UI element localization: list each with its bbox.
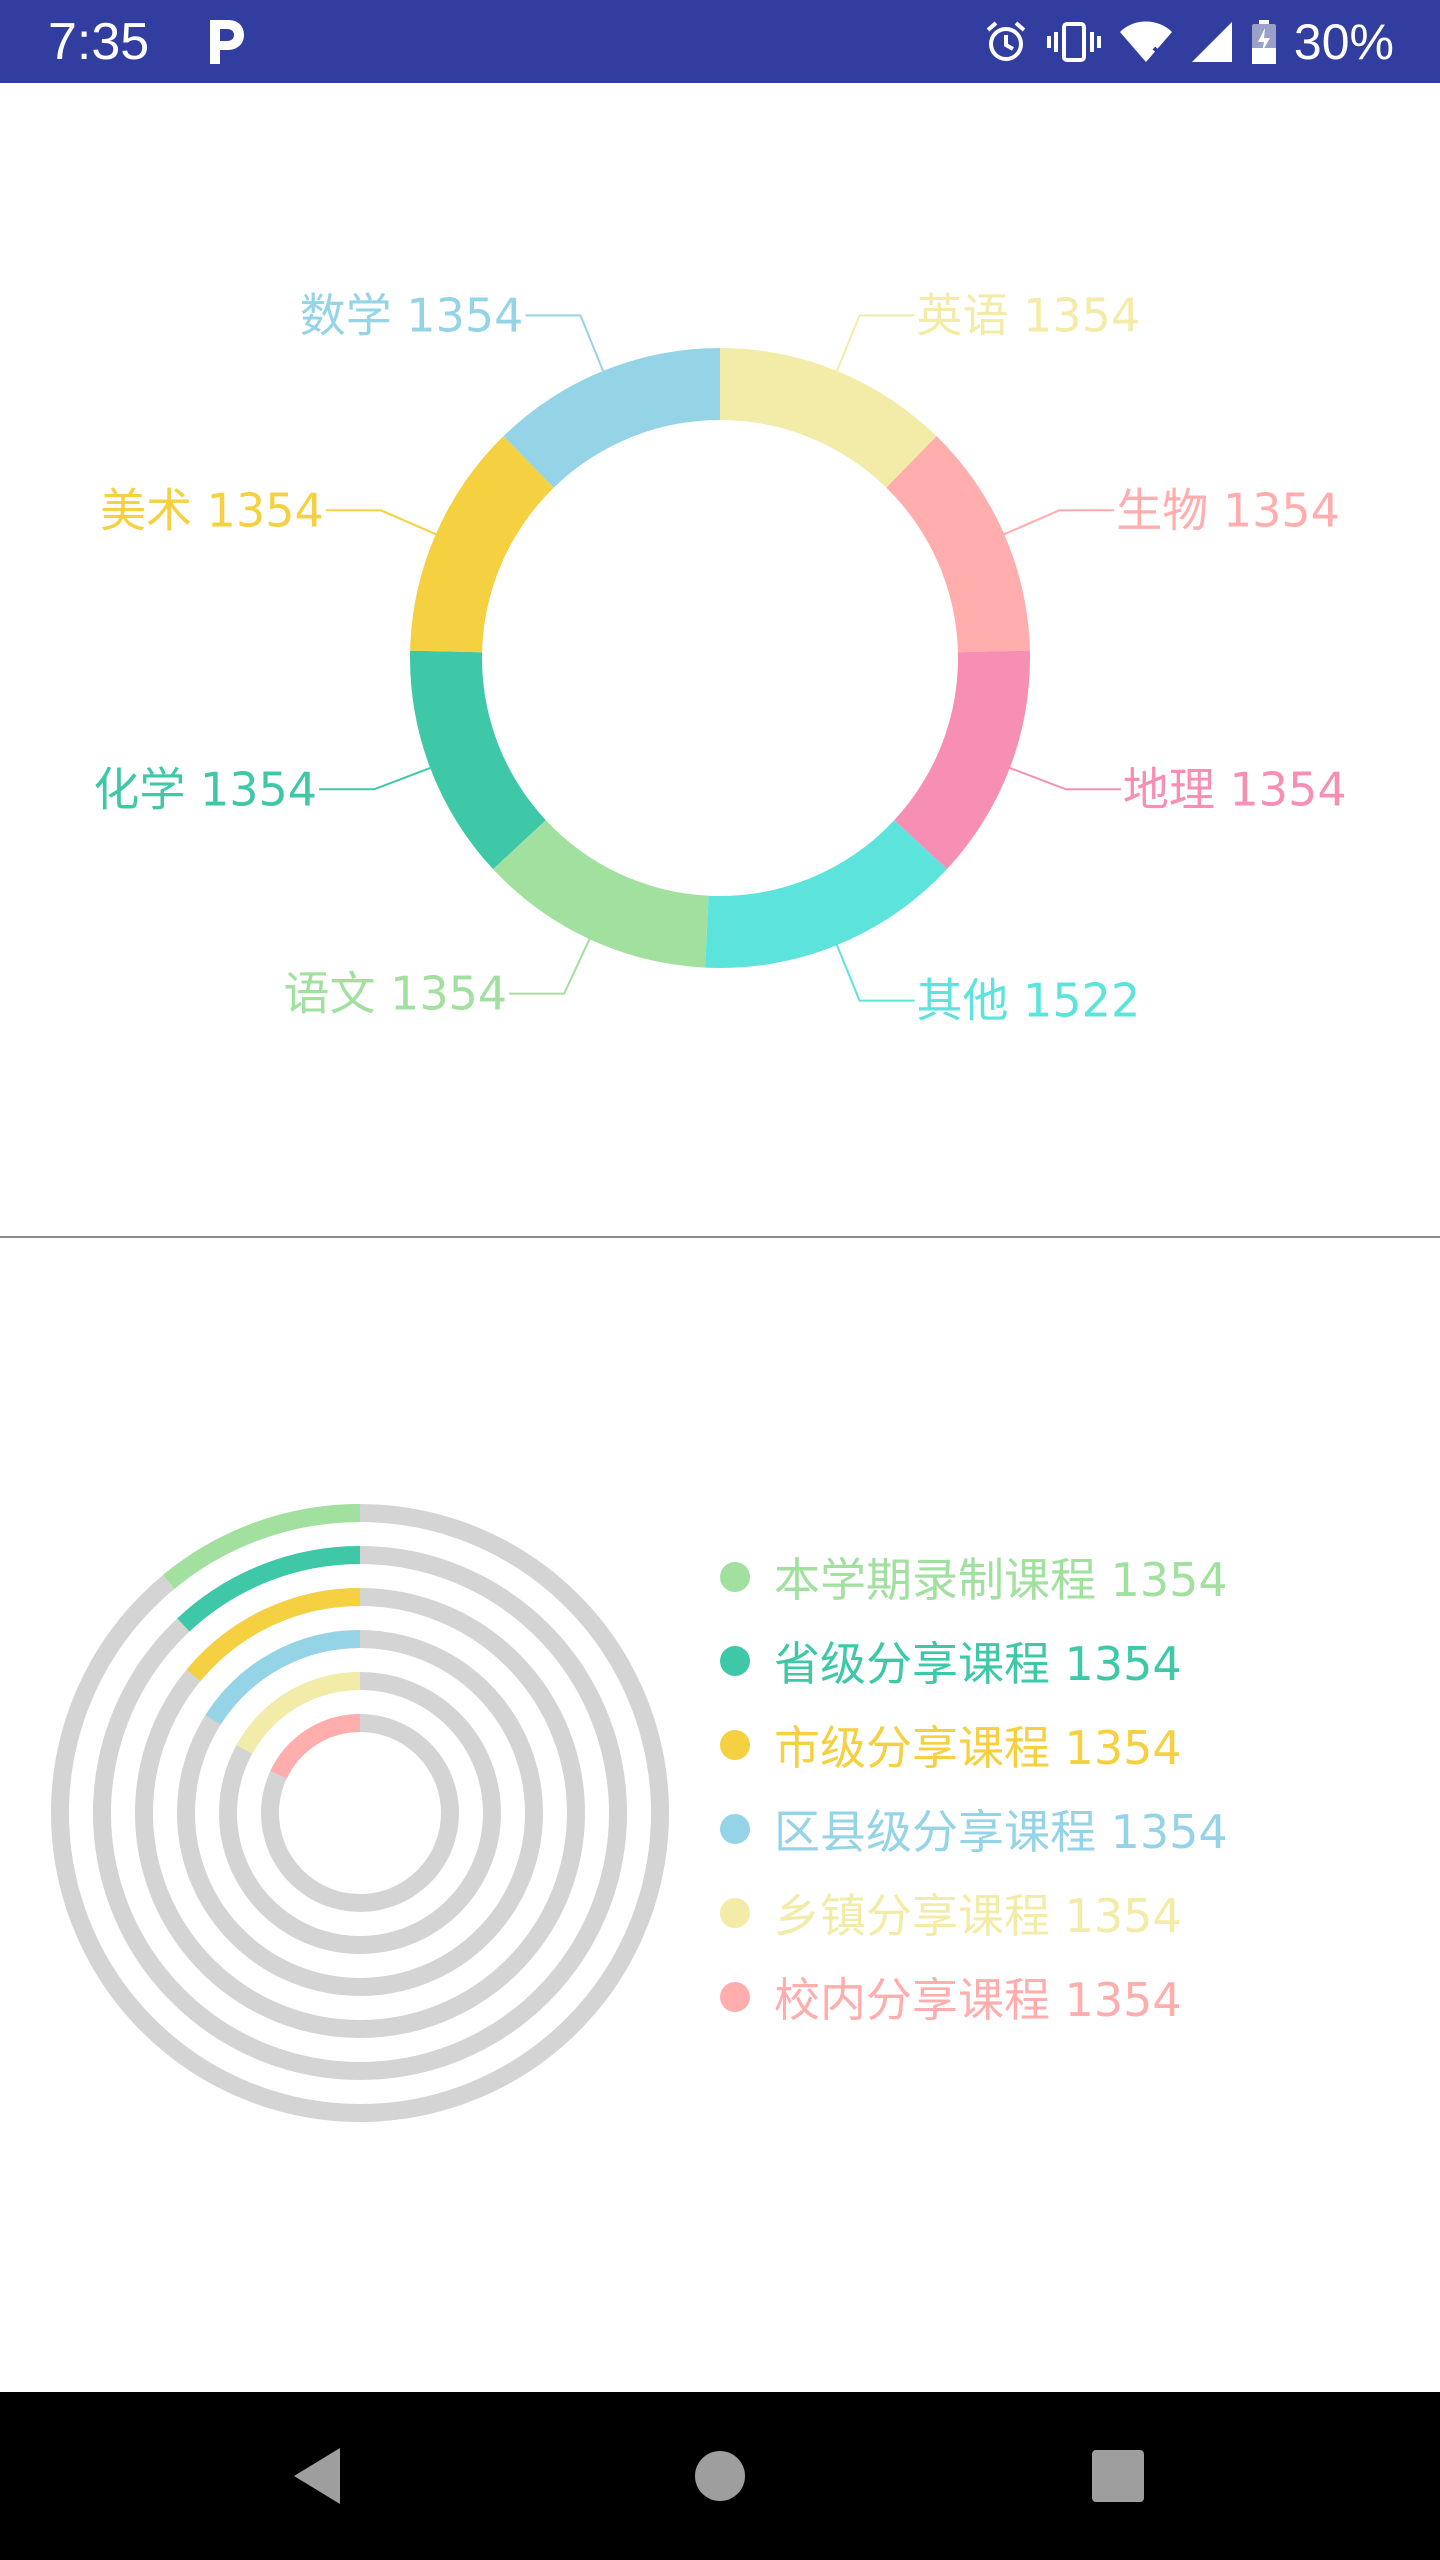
ring-progress-4[interactable] [236, 1672, 361, 1754]
donut-leader-line-4 [509, 935, 593, 995]
home-icon[interactable] [692, 2448, 748, 2504]
legend-item-1: 省级分享课程 1354 [720, 1619, 1228, 1703]
donut-leader-line-5 [319, 765, 435, 791]
legend-dot [720, 1730, 750, 1760]
status-bar: 7:35 30% [0, 0, 1440, 83]
donut-leader-line-3 [834, 941, 915, 1002]
ring-progress-3[interactable] [205, 1630, 361, 1725]
donut-slice-5[interactable] [409, 650, 546, 870]
ring-progress-2[interactable] [186, 1588, 361, 1682]
wifi-icon [1119, 21, 1172, 62]
donut-label-7: 数学 1354 [300, 288, 524, 342]
alarm-icon [986, 21, 1026, 61]
donut-leader-line-7 [525, 314, 606, 375]
navigation-bar [0, 2392, 1440, 2560]
legend-label: 省级分享课程 1354 [774, 1637, 1182, 1691]
donut-label-5: 化学 1354 [93, 762, 317, 816]
legend-item-4: 乡镇分享课程 1354 [720, 1871, 1228, 1955]
ring-chart-legend: 本学期录制课程 1354 省级分享课程 1354 市级分享课程 1354 区县级分享课… [720, 1535, 1228, 2039]
donut-label-4: 语文 1354 [283, 967, 507, 1021]
legend-item-2: 市级分享课程 1354 [720, 1703, 1228, 1787]
status-time: 7:35 [48, 13, 150, 71]
chart-content: 英语 1354 生物 1354 地理 1354 其他 1522 语文 1354 化学 13… [0, 83, 1440, 2392]
donut-label-2: 地理 1354 [1123, 762, 1347, 816]
legend-dot [720, 1646, 750, 1676]
donut-label-1: 生物 1354 [1116, 483, 1340, 537]
legend-dot [720, 1562, 750, 1592]
legend-label: 区县级分享课程 1354 [774, 1805, 1228, 1859]
recents-icon[interactable] [1090, 2448, 1146, 2504]
legend-item-0: 本学期录制课程 1354 [720, 1535, 1228, 1619]
course-ring-chart [51, 1504, 669, 2122]
divider [0, 1236, 1440, 1238]
ring-progress-0[interactable] [163, 1504, 361, 1589]
legend-dot [720, 1898, 750, 1928]
donut-leader-line-6 [325, 509, 440, 537]
donut-leader-line-1 [1000, 509, 1115, 537]
donut-slice-7[interactable] [503, 348, 720, 488]
subject-donut-chart: 英语 1354 生物 1354 地理 1354 其他 1522 语文 1354 化学 13… [93, 288, 1347, 1028]
donut-slice-6[interactable] [410, 436, 554, 653]
status-icons: 30% [982, 10, 1394, 74]
legend-label: 市级分享课程 1354 [774, 1721, 1182, 1775]
legend-label: 校内分享课程 1354 [774, 1973, 1182, 2027]
legend-dot [720, 1982, 750, 2012]
back-icon[interactable] [288, 2444, 348, 2508]
vibrate-icon [1046, 22, 1101, 62]
signal-icon [1191, 22, 1232, 62]
legend-dot [720, 1814, 750, 1844]
ring-progress-1[interactable] [177, 1546, 361, 1632]
legend-item-5: 校内分享课程 1354 [720, 1955, 1228, 2039]
donut-slice-1[interactable] [886, 436, 1030, 653]
legend-item-3: 区县级分享课程 1354 [720, 1787, 1228, 1871]
donut-leader-line-0 [834, 314, 915, 375]
donut-label-6: 美术 1354 [100, 483, 324, 537]
battery-icon [1251, 20, 1276, 64]
donut-slice-4[interactable] [493, 820, 709, 968]
ring-progress-5[interactable] [270, 1714, 361, 1779]
donut-slice-3[interactable] [705, 820, 947, 968]
legend-label: 本学期录制课程 1354 [774, 1553, 1228, 1607]
donut-label-0: 英语 1354 [917, 288, 1141, 342]
battery-percentage: 30% [1293, 14, 1394, 70]
donut-leader-line-2 [1005, 765, 1121, 791]
parking-icon [210, 20, 244, 64]
donut-slice-0[interactable] [720, 348, 937, 488]
legend-label: 乡镇分享课程 1354 [774, 1889, 1182, 1943]
donut-label-3: 其他 1522 [917, 974, 1141, 1028]
donut-slice-2[interactable] [894, 650, 1030, 870]
